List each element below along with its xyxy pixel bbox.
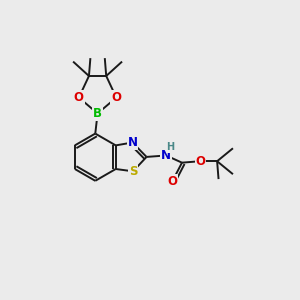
Text: O: O [111,91,121,104]
Text: N: N [128,136,137,149]
Text: H: H [166,142,174,152]
Text: O: O [74,91,84,104]
Text: O: O [195,155,206,168]
Text: O: O [167,175,177,188]
Text: B: B [93,107,102,120]
Text: N: N [161,149,171,162]
Text: S: S [129,165,137,178]
